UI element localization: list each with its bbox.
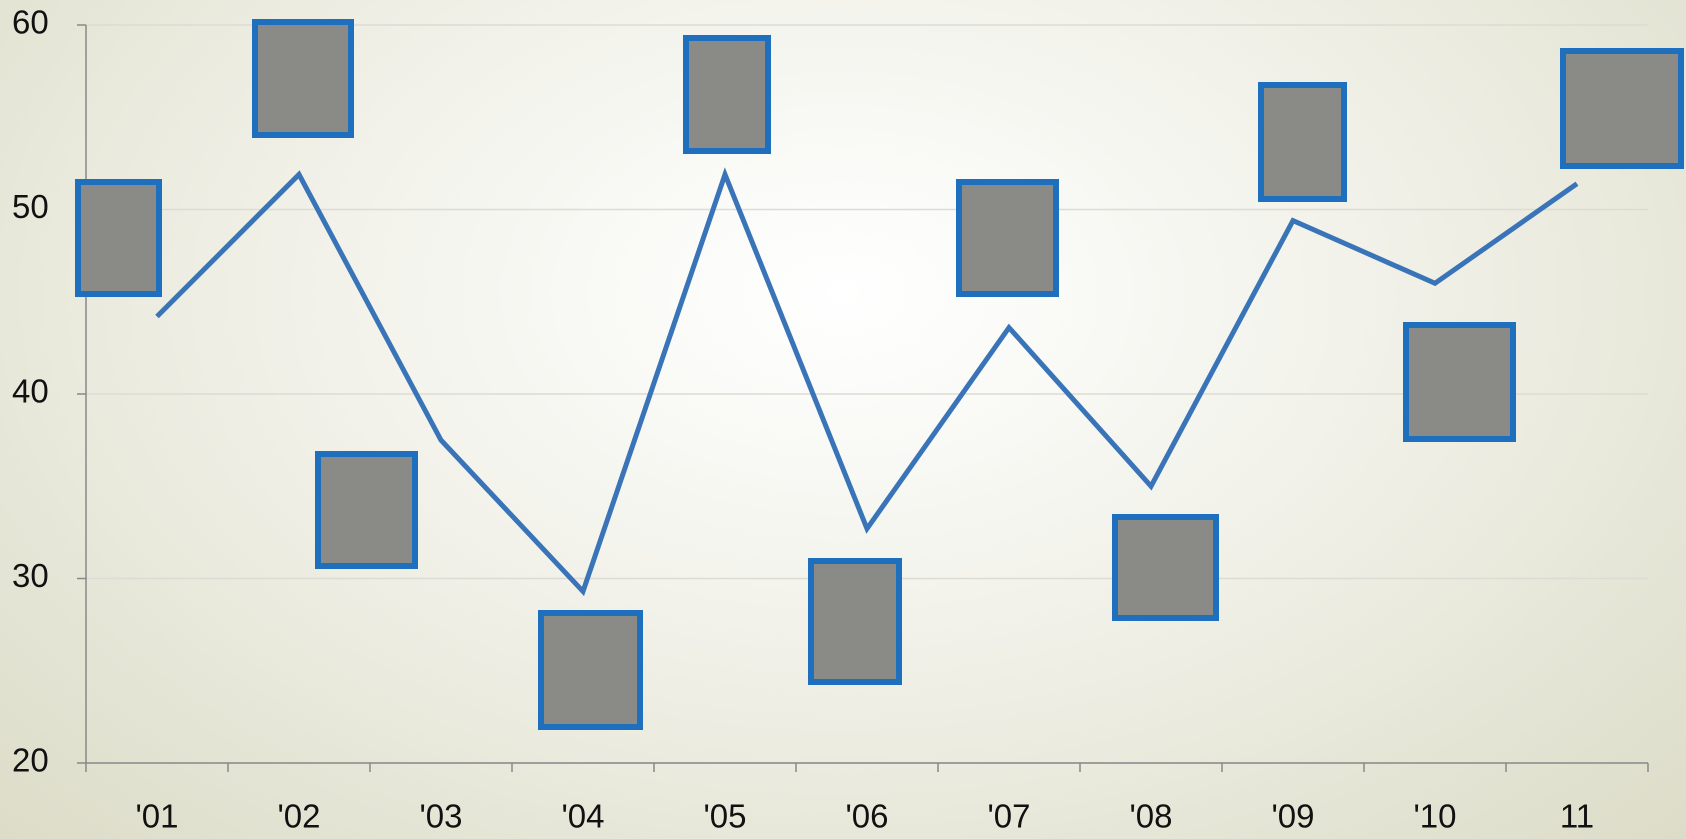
photo-frame [808,558,902,685]
photo-frame [252,19,354,138]
x-tick-label: '06 [845,798,888,835]
photo-frame [1258,82,1347,202]
x-tick-label: '10 [1413,798,1456,835]
y-tick-label: 60 [12,4,49,41]
y-tick-label: 50 [12,188,49,225]
x-tick-label: 11 [1560,798,1594,835]
x-tick-label: '01 [135,798,178,835]
photo-frame [538,610,643,730]
y-tick-label: 20 [12,742,49,779]
photo-frame [1403,322,1516,442]
x-tick-label: '07 [987,798,1030,835]
line [155,167,1579,597]
photo-frame [75,179,162,297]
x-tick-label: '02 [277,798,320,835]
x-tick-label: '04 [561,798,604,835]
photo-frame [1112,514,1219,621]
photo-frame [683,35,771,154]
y-tick-label: 30 [12,557,49,594]
x-tick-label: '09 [1271,798,1314,835]
y-tick-label: 40 [12,373,49,410]
x-tick-label: '08 [1129,798,1172,835]
photo-frame [315,451,418,569]
photo-frame [956,179,1059,297]
x-tick-label: '03 [419,798,462,835]
x-tick-label: '05 [703,798,746,835]
photo-frame [1560,48,1684,169]
